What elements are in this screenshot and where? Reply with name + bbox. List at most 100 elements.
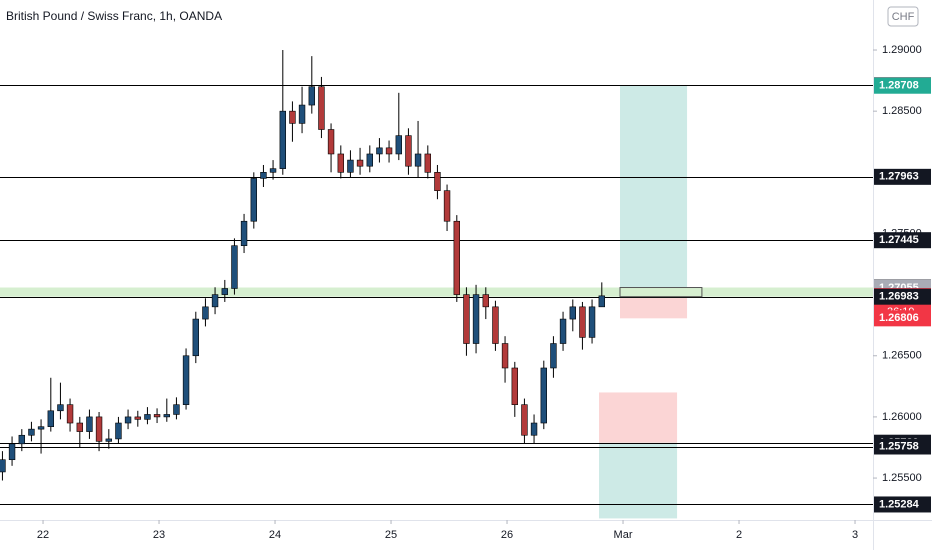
candle-body: [57, 404, 64, 412]
candle-body: [231, 245, 238, 289]
currency-box[interactable]: [887, 6, 919, 27]
candle-body: [376, 147, 383, 155]
candle-body: [569, 306, 576, 320]
candle-body: [472, 294, 480, 344]
candle-body: [550, 343, 557, 369]
zone: [0, 287, 873, 297]
candle-body: [318, 86, 325, 130]
candle-body: [173, 404, 180, 415]
price-tag-label: 1.26983: [879, 291, 919, 303]
y-tick-label: 1.26000: [882, 411, 922, 423]
candle-body: [559, 318, 567, 344]
candle-body: [424, 153, 432, 173]
candle-body: [279, 110, 287, 169]
candle-body: [463, 294, 470, 344]
candle-body: [0, 459, 6, 473]
candle-body: [211, 294, 219, 308]
y-tick-label: 1.26500: [882, 350, 922, 362]
position-profit: [599, 442, 678, 519]
price-tag: [874, 496, 931, 513]
price-tag: [874, 310, 931, 327]
y-tick-label: 1.25500: [882, 472, 922, 484]
candle-body: [308, 86, 316, 106]
candle-body: [482, 294, 489, 308]
candle-body: [153, 414, 161, 418]
x-tick-label: 22: [37, 529, 49, 541]
candle-body: [124, 416, 132, 424]
candle-body: [240, 220, 248, 246]
candle-body: [511, 367, 518, 405]
candle-body: [144, 414, 151, 420]
candle-body: [182, 355, 190, 405]
candle-body: [28, 428, 35, 436]
candle-body: [347, 159, 354, 173]
price-tag-label: 1.27963: [879, 171, 919, 183]
x-tick-label: 24: [269, 529, 281, 541]
candle-body: [405, 135, 412, 167]
candle-body: [434, 172, 441, 191]
candle-body: [385, 147, 393, 155]
candle-body: [47, 410, 55, 427]
price-tag-label: 1.28708: [879, 80, 919, 92]
price-tag-label: 1.27445: [879, 234, 919, 246]
candle-body: [250, 178, 258, 222]
candle-body: [18, 434, 26, 445]
candle-body: [192, 318, 200, 357]
candle-body: [521, 404, 528, 436]
y-tick-label: 1.29000: [882, 44, 922, 56]
candle-body: [66, 404, 74, 424]
y-tick-label: 1.28500: [882, 105, 922, 117]
x-tick-label: 2: [736, 529, 742, 541]
x-tick-label: 23: [153, 529, 165, 541]
candle-body: [86, 416, 93, 432]
position-profit: [620, 85, 688, 288]
candle-body: [366, 153, 374, 167]
price-tag: [874, 168, 931, 185]
candle-body: [414, 153, 422, 167]
candle-body: [492, 306, 499, 344]
candle-body: [443, 190, 451, 222]
candle-body: [598, 295, 605, 308]
candle-body: [95, 416, 103, 442]
candle-body: [202, 306, 209, 320]
candle-body: [337, 153, 345, 173]
candle-body: [115, 422, 122, 440]
x-tick-label: Mar: [614, 529, 633, 541]
currency[interactable]: CHF: [892, 11, 915, 23]
candle-body: [269, 168, 277, 173]
price-tag-label: 1.26806: [879, 312, 919, 324]
candle-body: [37, 426, 45, 430]
candle-body: [395, 135, 403, 155]
candle-body: [501, 343, 509, 369]
candle-body: [579, 306, 586, 338]
candle-body: [163, 414, 171, 418]
candle-body: [530, 422, 538, 436]
candle-body: [134, 416, 142, 420]
plot: [0, 50, 873, 519]
candle-body: [76, 422, 84, 432]
position-loss: [599, 392, 678, 443]
price-tag: [874, 438, 931, 455]
candle-body: [327, 129, 335, 155]
chart-title: British Pound / Swiss Franc, 1h, OANDA: [6, 9, 222, 23]
candle-body: [453, 220, 460, 295]
candle-body: [298, 104, 306, 124]
price-tag-label: 1.25758: [879, 440, 919, 452]
price-tag: [874, 232, 931, 249]
x-tick-label: 25: [385, 529, 397, 541]
entry-box: [619, 287, 703, 298]
candle-body: [8, 443, 16, 461]
price-tag: [874, 77, 931, 94]
x-tick-label: 26: [501, 529, 513, 541]
price-tag: [874, 288, 931, 305]
candle-body: [260, 172, 267, 179]
candle-body: [221, 288, 229, 295]
candle-body: [356, 159, 364, 167]
candle-body: [540, 367, 547, 424]
candle-body: [588, 306, 596, 338]
candle-body: [105, 438, 113, 442]
x-tick-label: 3: [852, 529, 858, 541]
price-tag-label: 1.25284: [879, 498, 920, 510]
